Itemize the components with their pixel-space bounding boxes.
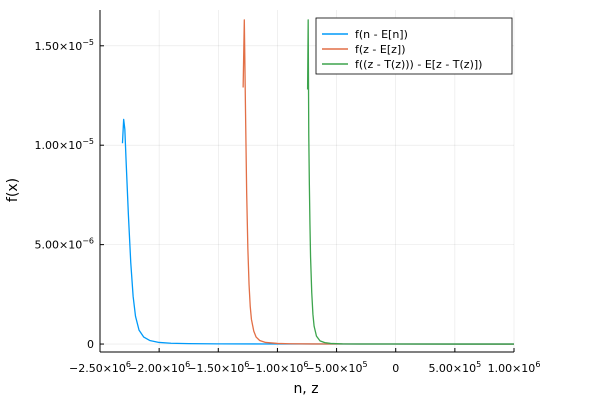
series-layer — [121, 19, 515, 345]
x-tick-label: −1.50×106 — [187, 360, 249, 375]
legend-box — [315, 17, 513, 75]
x-tick-label: −2.50×106 — [69, 360, 131, 375]
series-line-3 — [306, 19, 514, 345]
x-axis-ticks: −2.50×106−2.00×106−1.50×106−1.00×106−5.0… — [69, 348, 540, 375]
legend: f(n - E[n]) f(z - E[z]) f((z - T(z))) - E[… — [315, 17, 513, 75]
x-tick-label: −5.00×105 — [306, 360, 368, 375]
y-tick-label: 0 — [87, 338, 94, 351]
x-tick-label: −1.00×106 — [246, 360, 308, 375]
y-tick-label: 5.00×10−6 — [34, 237, 94, 252]
x-tick-label: 1.00×106 — [488, 360, 541, 375]
y-tick-label: 1.00×10−5 — [34, 137, 94, 152]
x-tick-label: −2.00×106 — [128, 360, 190, 375]
x-tick-label: 5.00×105 — [428, 360, 481, 375]
y-axis-label: f(x) — [5, 178, 21, 202]
legend-label-3: f((z - T(z))) - E[z - T(z)]) — [355, 58, 482, 71]
axes — [99, 10, 514, 353]
y-tick-label: 1.50×10−5 — [34, 38, 94, 53]
series-line-1 — [121, 118, 515, 345]
y-axis-ticks: 0 5.00×10−6 1.00×10−5 1.50×10−5 — [34, 38, 104, 351]
series-line-2 — [242, 19, 515, 345]
legend-label-1: f(n - E[n]) — [355, 28, 408, 41]
x-tick-label: 0 — [392, 362, 399, 375]
legend-label-2: f(z - E[z]) — [355, 43, 406, 56]
x-axis-label: n, z — [293, 381, 318, 397]
